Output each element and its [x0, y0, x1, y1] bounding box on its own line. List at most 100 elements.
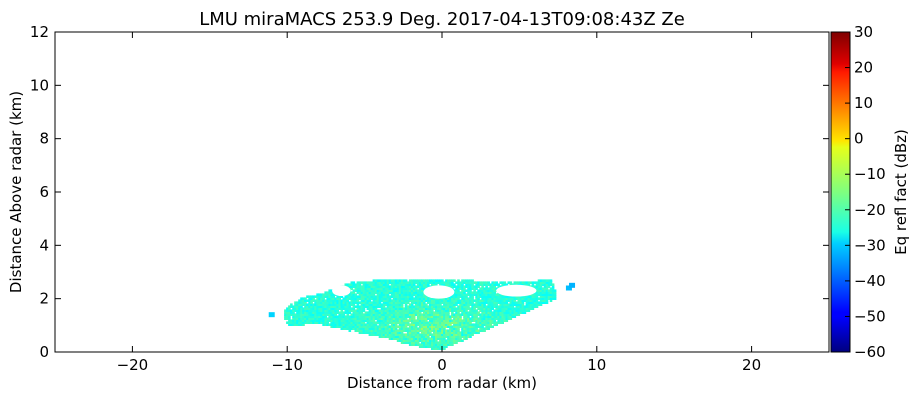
echo-cell — [453, 327, 456, 330]
echo-cell — [408, 329, 412, 332]
echo-cell — [485, 311, 488, 314]
echo-cell — [507, 281, 511, 284]
echo-cell — [340, 325, 344, 328]
echo-cell — [356, 325, 360, 328]
echo-cell — [473, 305, 476, 308]
echo-cell — [485, 317, 488, 320]
echo-cell — [392, 289, 396, 292]
echo-cell — [396, 319, 400, 322]
echo-cell — [501, 303, 504, 306]
echo-cell — [519, 295, 523, 298]
echo-cell — [374, 317, 378, 320]
echo-cell — [469, 285, 472, 288]
echo-cell — [414, 333, 418, 336]
echo-cell — [402, 283, 406, 286]
echo-cell — [402, 287, 406, 290]
echo-cell — [418, 339, 422, 342]
echo-cell — [394, 281, 398, 284]
echo-cell — [416, 343, 420, 346]
echo-cell — [346, 319, 350, 322]
echo-cell — [326, 297, 329, 300]
echo-cell — [543, 297, 547, 300]
echo-cell — [441, 279, 444, 282]
echo-cell — [437, 329, 440, 332]
echo-cell — [511, 307, 515, 310]
echo-cell — [312, 317, 315, 320]
echo-cell — [485, 321, 488, 324]
echo-cell — [340, 317, 344, 320]
echo-cell — [374, 311, 378, 314]
echo-cell — [326, 317, 329, 320]
echo-cell — [425, 281, 428, 284]
echo-cell — [463, 293, 466, 296]
echo-cell — [427, 285, 430, 288]
echo-cell — [344, 299, 348, 302]
echo-cell — [394, 297, 398, 300]
echo-cell — [431, 343, 434, 346]
echo-cell — [441, 321, 444, 324]
echo-cell — [330, 309, 333, 312]
echo-cell — [330, 301, 333, 304]
echo-cell — [392, 291, 396, 294]
echo-cell — [453, 323, 456, 326]
echo-cell — [394, 287, 398, 290]
echo-cell — [416, 331, 420, 334]
echo-cell — [312, 321, 315, 324]
echo-cell — [503, 281, 507, 284]
echo-cell — [429, 297, 432, 300]
echo-cell — [543, 301, 547, 304]
echo-cell — [533, 295, 537, 298]
echo-cell — [388, 329, 392, 332]
echo-cell — [380, 313, 384, 316]
echo-cell — [394, 307, 398, 310]
echo-cell — [473, 309, 476, 312]
echo-cell — [386, 313, 390, 316]
echo-cell — [447, 315, 450, 318]
echo-cell — [310, 317, 313, 320]
echo-cell — [439, 321, 442, 324]
echo-cell — [479, 289, 482, 292]
echo-cell — [431, 329, 434, 332]
echo-cell — [479, 325, 482, 328]
echo-cell — [493, 313, 496, 316]
echo-cell — [418, 311, 422, 314]
echo-cell — [320, 311, 323, 314]
echo-cell — [388, 335, 392, 338]
echo-cell — [447, 307, 450, 310]
echo-cell — [398, 319, 402, 322]
echo-cell — [469, 327, 472, 330]
echo-cell — [453, 341, 456, 344]
echo-cell — [451, 343, 454, 346]
echo-cell — [338, 313, 341, 316]
echo-cell — [467, 327, 470, 330]
echo-cell — [408, 287, 412, 290]
echo-cell — [380, 307, 384, 310]
echo-cell — [451, 303, 454, 306]
echo-cell — [290, 321, 293, 324]
echo-cell — [433, 327, 436, 330]
echo-cell — [445, 301, 448, 304]
echo-cell — [541, 299, 545, 302]
echo-cell — [382, 295, 386, 298]
echo-cell — [477, 289, 480, 292]
echo-cell — [414, 319, 418, 322]
echo-cell — [495, 283, 498, 286]
echo-cell — [418, 327, 422, 330]
echo-cell — [412, 337, 416, 340]
echo-cell — [469, 317, 472, 320]
echo-cell — [449, 319, 452, 322]
echo-cell — [549, 287, 553, 290]
y-tick-label: 0 — [39, 343, 49, 361]
echo-cell — [423, 309, 426, 312]
echo-cell — [467, 293, 470, 296]
echo-cell — [298, 303, 301, 306]
echo-cell — [372, 297, 376, 300]
echo-cell — [423, 287, 426, 290]
echo-cell — [338, 311, 341, 314]
echo-cell — [461, 321, 464, 324]
echo-cell — [433, 347, 436, 350]
echo-cell — [394, 305, 398, 308]
echo-cell — [495, 301, 498, 304]
echo-cell — [338, 323, 341, 326]
echo-cell — [292, 309, 295, 312]
